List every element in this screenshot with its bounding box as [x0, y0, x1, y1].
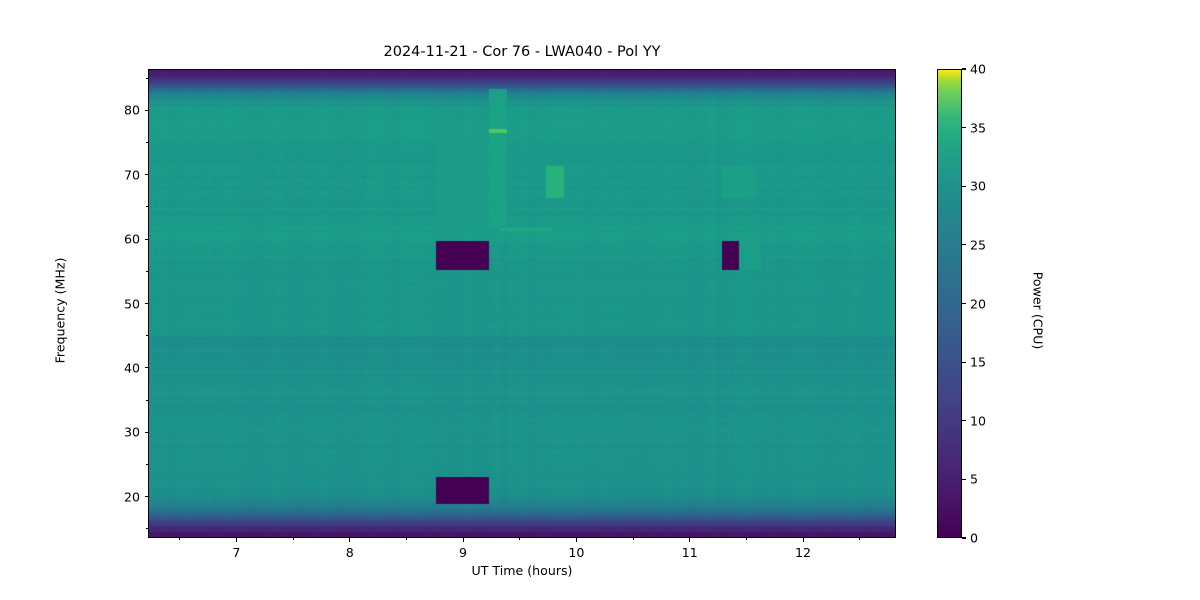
- colorbar-tick-label: 0: [970, 530, 979, 546]
- y-tick-label: 60: [123, 231, 140, 247]
- colorbar-tick-label: 5: [970, 471, 979, 487]
- x-tick-label: 12: [795, 545, 812, 560]
- colorbar-tick-mark: [962, 537, 966, 539]
- y-tick-mark: [144, 302, 149, 305]
- x-axis-label: UT Time (hours): [471, 563, 573, 578]
- x-tick-mark: [462, 538, 464, 542]
- y-tick-minor: [146, 206, 149, 208]
- colorbar-tick-mark: [962, 302, 966, 305]
- colorbar-tick-mark: [962, 420, 966, 422]
- x-tick-minor: [745, 538, 747, 541]
- y-axis-label: Frequency (MHz): [52, 257, 68, 364]
- y-tick-minor: [146, 141, 149, 143]
- x-tick-minor: [179, 538, 181, 541]
- colorbar-tick-mark: [962, 244, 966, 246]
- x-tick-mark: [802, 538, 804, 542]
- y-tick-minor: [146, 528, 149, 530]
- x-tick-label: 7: [232, 545, 241, 560]
- x-tick-minor: [292, 538, 294, 541]
- x-tick-minor: [859, 538, 861, 541]
- x-tick-label: 9: [459, 545, 468, 560]
- spectrogram-axes[interactable]: [148, 69, 896, 538]
- y-tick-minor: [146, 77, 149, 79]
- y-tick-minor: [146, 270, 149, 272]
- y-tick-label: 50: [123, 296, 140, 311]
- colorbar-tick-label: 20: [970, 296, 987, 311]
- x-tick-label: 11: [681, 545, 698, 560]
- x-tick-mark: [349, 538, 351, 542]
- colorbar-tick-mark: [962, 361, 966, 363]
- colorbar-tick-mark: [962, 478, 966, 480]
- x-tick-minor: [405, 538, 407, 541]
- colorbar-tick-label: 40: [970, 61, 987, 77]
- y-tick-mark: [144, 109, 149, 111]
- y-tick-label: 70: [123, 167, 140, 183]
- x-tick-mark: [689, 538, 691, 542]
- x-tick-label: 8: [345, 545, 354, 560]
- x-tick-mark: [575, 538, 577, 542]
- y-tick-label: 80: [123, 102, 140, 118]
- colorbar-tick-label: 10: [970, 413, 987, 429]
- spectrogram-heatmap[interactable]: [149, 70, 895, 537]
- y-tick-minor: [146, 399, 149, 401]
- colorbar-label: Power (CPU): [1030, 271, 1046, 350]
- y-tick-label: 40: [123, 360, 140, 376]
- y-tick-mark: [144, 238, 149, 240]
- colorbar-tick-mark: [962, 127, 966, 129]
- x-tick-label: 10: [568, 545, 585, 560]
- y-tick-mark: [144, 174, 149, 176]
- y-tick-label: 30: [123, 424, 140, 440]
- page-title: 2024-11-21 - Cor 76 - LWA040 - Pol YY: [383, 44, 661, 60]
- x-tick-mark: [235, 538, 237, 542]
- colorbar-tick-mark: [962, 185, 966, 187]
- y-tick-mark: [144, 496, 149, 498]
- colorbar-tick-label: 30: [970, 178, 987, 194]
- x-tick-minor: [632, 538, 634, 541]
- x-tick-minor: [519, 538, 521, 541]
- y-tick-label: 20: [123, 489, 140, 505]
- y-tick-mark: [144, 367, 149, 369]
- colorbar-tick-label: 35: [970, 120, 987, 136]
- colorbar-tick-label: 15: [970, 354, 987, 370]
- y-tick-minor: [146, 335, 149, 337]
- colorbar-tick-mark: [962, 68, 966, 70]
- y-tick-minor: [146, 464, 149, 466]
- colorbar-tick-label: 25: [970, 237, 987, 253]
- y-tick-mark: [144, 431, 149, 433]
- colorbar-gradient[interactable]: [937, 69, 962, 538]
